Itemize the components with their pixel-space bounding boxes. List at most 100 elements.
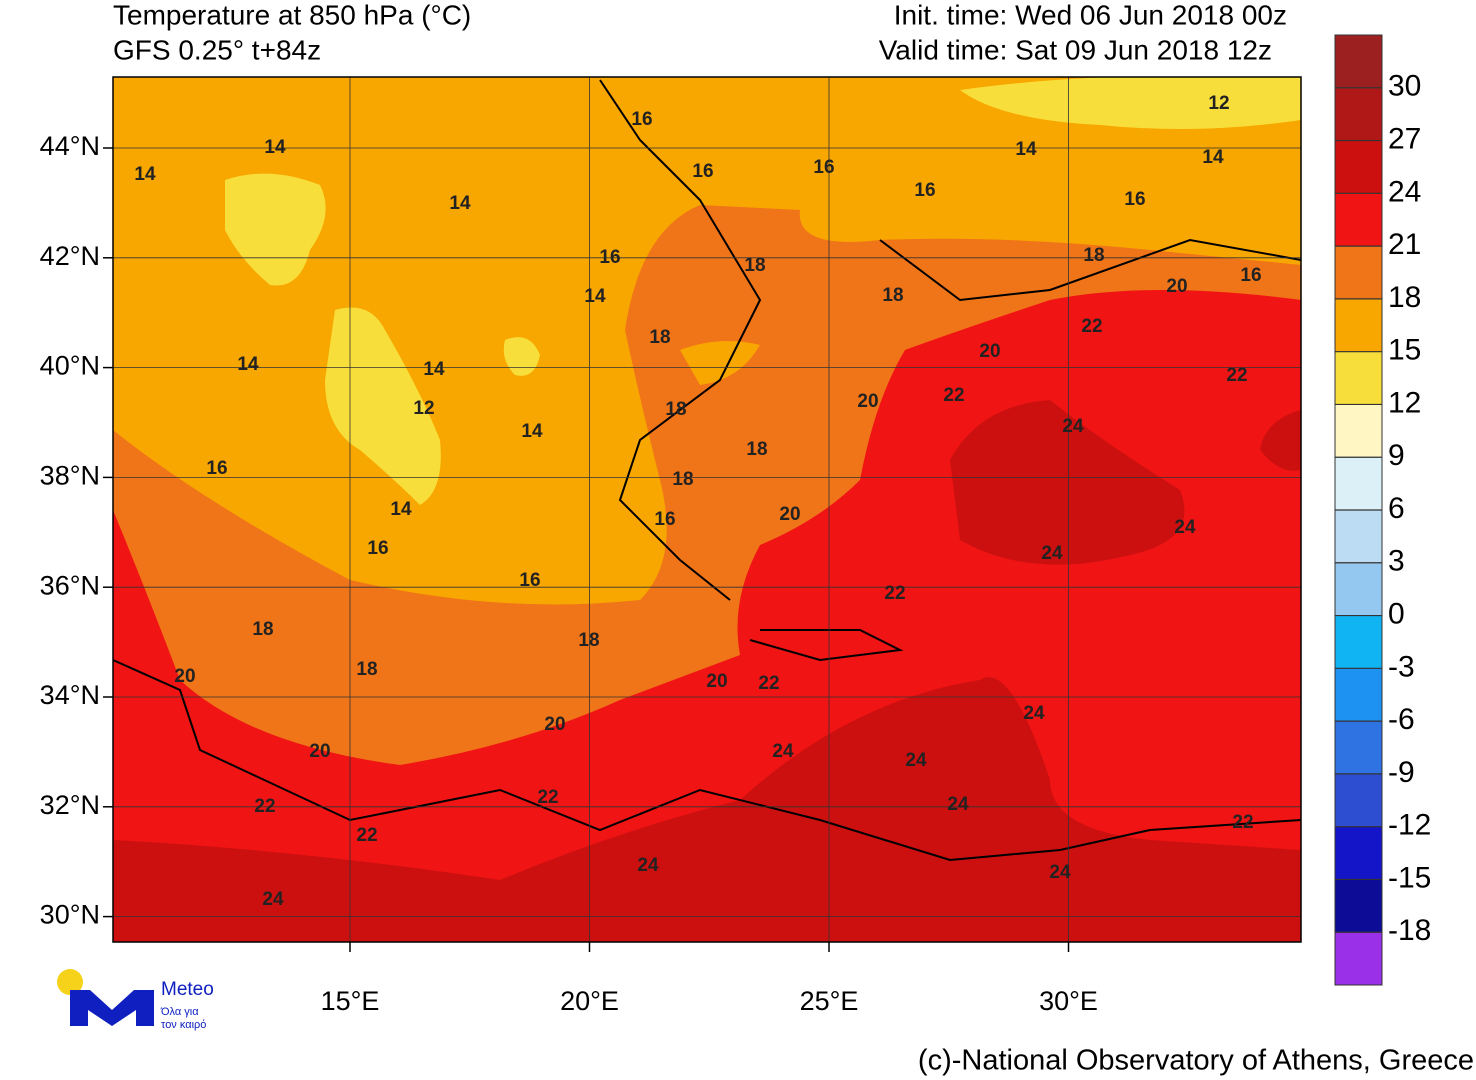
- coastline: [599, 79, 762, 601]
- contour-label: 12: [1208, 93, 1229, 114]
- contour-label: 22: [758, 673, 779, 694]
- contour-label: 20: [544, 714, 565, 735]
- lat-label: 42°N: [40, 241, 100, 271]
- contour-label: 18: [1083, 245, 1104, 266]
- contour-label: 22: [537, 787, 558, 808]
- copyright: (c)-National Observatory of Athens, Gree…: [918, 1045, 1474, 1077]
- map-field: 14 14 16 16 16 16 14 12 14 16 14 16 18 18 20 16 14 18 22 18…: [113, 77, 1301, 942]
- colorbar-bin: [1334, 931, 1383, 986]
- island-crete: [749, 629, 904, 662]
- map-frame: [112, 76, 1302, 943]
- contour-label: 14: [1015, 139, 1037, 160]
- lat-label: 32°N: [40, 790, 100, 820]
- contour-label: 18: [578, 630, 599, 651]
- logo-mark: [70, 990, 154, 1026]
- colorbar-bin: [1334, 879, 1383, 933]
- contour-label: 16: [519, 570, 540, 591]
- colorbar-bin: [1334, 245, 1383, 300]
- colorbar-bin: [1334, 87, 1383, 141]
- contour-label: 20: [174, 666, 195, 687]
- colorbar-label: 6: [1388, 492, 1405, 525]
- colorbar-bin: [1334, 298, 1383, 352]
- contour-label: 18: [665, 399, 686, 420]
- contour-label: 20: [779, 504, 800, 525]
- logo: Meteo Όλα για τον καιρό: [57, 969, 214, 1031]
- contour-label: 18: [882, 285, 903, 306]
- contour-label: 24: [1174, 517, 1196, 538]
- contour-label: 16: [914, 180, 935, 201]
- contour-label: 22: [1081, 316, 1102, 337]
- graticule: [113, 77, 1301, 942]
- colorbar-bin: [1334, 404, 1383, 458]
- contour-label: 22: [356, 825, 377, 846]
- contour-label: 12: [413, 398, 434, 419]
- contour-label: 20: [979, 341, 1000, 362]
- colorbar-bin: [1334, 562, 1383, 616]
- lat-label: 38°N: [40, 461, 100, 491]
- colorbar-bin: [1334, 773, 1383, 827]
- contour-label: 24: [1062, 416, 1084, 437]
- colorbar-label: 18: [1388, 281, 1421, 314]
- colorbar-label: 27: [1388, 122, 1421, 155]
- colorbar-bin: [1334, 615, 1383, 669]
- contour-label: 24: [1023, 703, 1045, 724]
- colorbar-label: -18: [1388, 914, 1431, 947]
- field-12-15: [960, 77, 1301, 129]
- colorbar-bin: [1334, 34, 1383, 89]
- contour-label: 16: [631, 109, 652, 130]
- field-12-15: [325, 307, 441, 505]
- init-time: Init. time: Wed 06 Jun 2018 00z: [894, 0, 1287, 30]
- contour-label: 16: [1240, 265, 1261, 286]
- contour-label: 14: [449, 193, 471, 214]
- contour-label: 18: [672, 469, 693, 490]
- contour-label: 24: [262, 889, 284, 910]
- colorbar-label: -9: [1388, 756, 1415, 789]
- contour-label: 18: [649, 327, 670, 348]
- colorbar-bin: [1334, 140, 1383, 194]
- contour-label: 16: [813, 157, 834, 178]
- lon-label: 15°E: [321, 986, 380, 1016]
- logo-sun: [57, 969, 83, 995]
- colorbar-label: 30: [1388, 70, 1421, 103]
- colorbar-label: 24: [1388, 175, 1421, 208]
- contour-label: 14: [423, 359, 445, 380]
- contour-label: 22: [884, 583, 905, 604]
- colorbar-label: -6: [1388, 703, 1415, 736]
- valid-time: Valid time: Sat 09 Jun 2018 12z: [879, 34, 1272, 65]
- contour-label: 16: [692, 161, 713, 182]
- contour-label: 20: [857, 391, 878, 412]
- colorbar-label: 12: [1388, 386, 1421, 419]
- contour-label: 22: [1226, 365, 1247, 386]
- contour-label: 20: [309, 741, 330, 762]
- axes: 44°N 42°N 40°N 38°N 36°N 34°N 32°N 30°N 15°E 20°E…: [40, 131, 1098, 1016]
- colorbar-label: -15: [1388, 861, 1431, 894]
- colorbar-bin: [1334, 668, 1383, 722]
- logo-line: Όλα για: [160, 1006, 199, 1018]
- contour-label: 14: [1202, 147, 1224, 168]
- contour-label: 24: [905, 750, 927, 771]
- lat-label: 44°N: [40, 131, 100, 161]
- contour-label: 22: [254, 796, 275, 817]
- coastline: [113, 659, 1301, 862]
- colorbar-label: -3: [1388, 650, 1415, 683]
- contour-label: 16: [206, 458, 227, 479]
- lat-label: 34°N: [40, 680, 100, 710]
- colorbar-bin: [1334, 720, 1383, 775]
- title: Temperature at 850 hPa (°C): [113, 0, 471, 30]
- lon-label: 30°E: [1039, 986, 1098, 1016]
- contour-label: 14: [237, 354, 259, 375]
- logo-name: Meteo: [161, 979, 214, 1000]
- coastline: [879, 238, 1301, 302]
- lat-label: 40°N: [40, 351, 100, 381]
- contour-labels: 14 14 16 16 16 16 14 12 14 16 14 16 18 18 20 16 14 18 22 18…: [134, 93, 1261, 910]
- contour-label: 14: [521, 421, 543, 442]
- colorbar-label: 21: [1388, 228, 1421, 261]
- field-15-18: [680, 341, 760, 385]
- contour-label: 18: [746, 439, 767, 460]
- contour-label: 16: [654, 509, 675, 530]
- contour-label: 22: [1232, 812, 1253, 833]
- contour-label: 20: [706, 671, 727, 692]
- field-12-15: [503, 337, 540, 376]
